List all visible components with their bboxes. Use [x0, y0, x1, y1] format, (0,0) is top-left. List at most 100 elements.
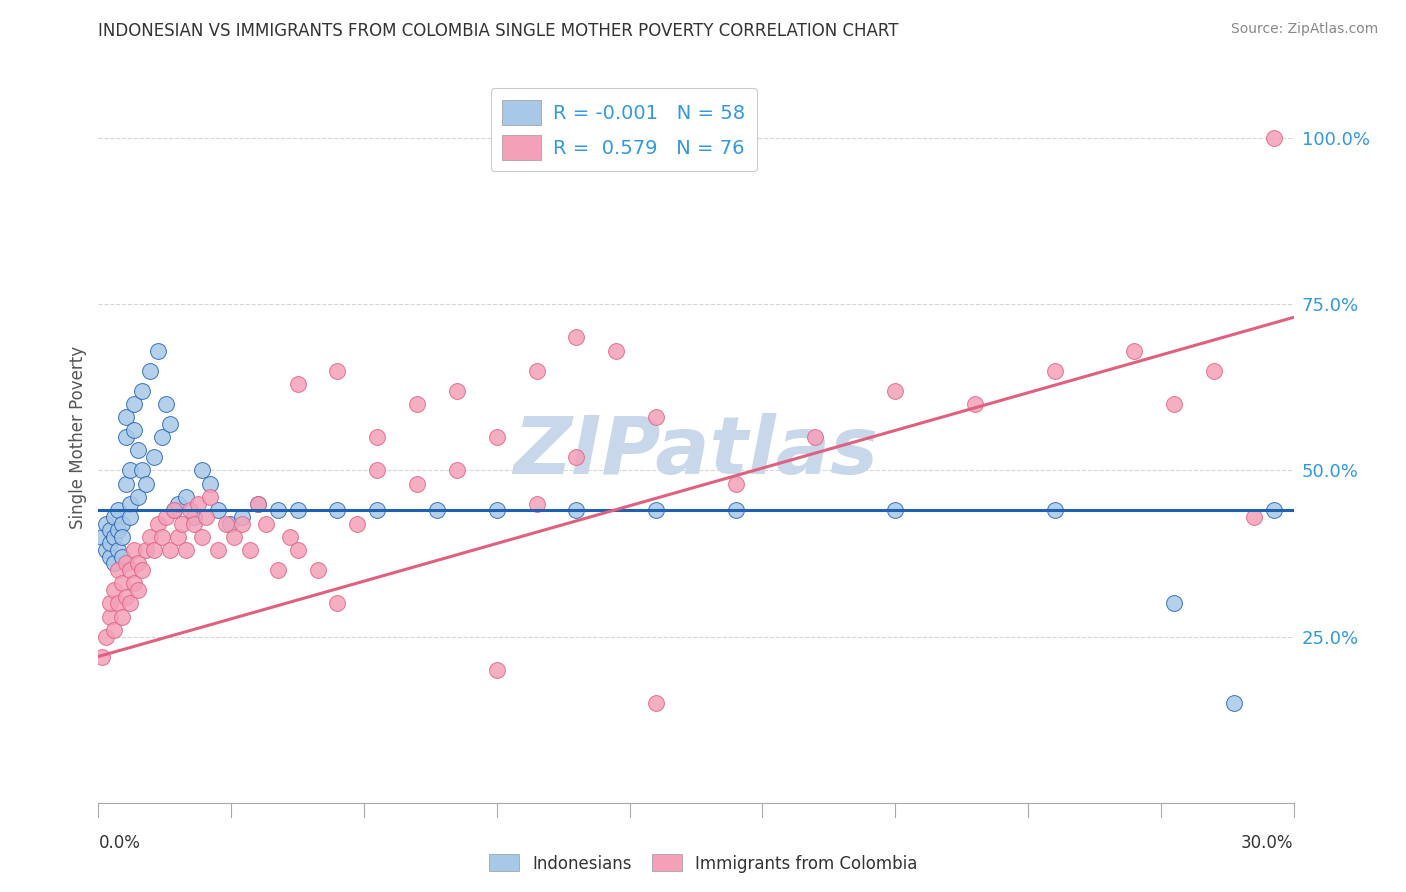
Point — [287, 543, 309, 558]
Point — [1163, 397, 1185, 411]
Point — [222, 530, 245, 544]
Point — [163, 503, 186, 517]
Point — [115, 410, 138, 425]
Point — [107, 523, 129, 537]
Point — [645, 503, 668, 517]
Point — [1163, 596, 1185, 610]
Point — [107, 596, 129, 610]
Point — [98, 549, 122, 564]
Point — [159, 543, 181, 558]
Point — [107, 563, 129, 577]
Point — [167, 530, 190, 544]
Point — [526, 363, 548, 377]
Point — [1202, 363, 1225, 377]
Point — [124, 576, 146, 591]
Point — [111, 549, 134, 564]
Point — [135, 543, 157, 558]
Point — [96, 630, 118, 644]
Point — [120, 596, 142, 610]
Point — [127, 557, 149, 571]
Point — [183, 509, 205, 524]
Point — [446, 463, 468, 477]
Point — [183, 516, 205, 531]
Point — [645, 696, 668, 710]
Point — [645, 410, 668, 425]
Point — [124, 397, 146, 411]
Point — [172, 516, 194, 531]
Point — [139, 363, 162, 377]
Point — [565, 450, 588, 464]
Point — [96, 543, 118, 558]
Point — [215, 516, 238, 531]
Point — [287, 503, 309, 517]
Point — [963, 397, 986, 411]
Point — [115, 430, 138, 444]
Point — [219, 516, 242, 531]
Point — [191, 463, 214, 477]
Point — [139, 530, 162, 544]
Point — [194, 509, 218, 524]
Point — [198, 490, 221, 504]
Point — [307, 563, 329, 577]
Point — [366, 503, 388, 517]
Point — [179, 503, 201, 517]
Point — [1243, 509, 1265, 524]
Point — [526, 497, 548, 511]
Point — [124, 543, 146, 558]
Point — [111, 516, 134, 531]
Point — [120, 509, 142, 524]
Point — [174, 543, 197, 558]
Point — [565, 503, 588, 517]
Point — [115, 557, 138, 571]
Point — [115, 590, 138, 604]
Point — [91, 649, 114, 664]
Point — [127, 582, 149, 597]
Legend: Indonesians, Immigrants from Colombia: Indonesians, Immigrants from Colombia — [482, 847, 924, 880]
Point — [565, 330, 588, 344]
Point — [1222, 696, 1246, 710]
Point — [159, 417, 181, 431]
Point — [143, 543, 166, 558]
Point — [605, 343, 627, 358]
Point — [155, 509, 177, 524]
Point — [278, 530, 301, 544]
Point — [174, 490, 197, 504]
Point — [150, 530, 173, 544]
Point — [326, 503, 349, 517]
Point — [1123, 343, 1146, 358]
Point — [111, 530, 134, 544]
Point — [98, 536, 122, 550]
Point — [446, 384, 468, 398]
Legend: R = -0.001   N = 58, R =  0.579   N = 76: R = -0.001 N = 58, R = 0.579 N = 76 — [491, 88, 756, 171]
Point — [111, 609, 134, 624]
Point — [804, 430, 827, 444]
Point — [135, 476, 157, 491]
Point — [246, 497, 269, 511]
Point — [267, 503, 290, 517]
Point — [884, 384, 907, 398]
Text: ZIPatlas: ZIPatlas — [513, 413, 879, 491]
Point — [246, 497, 269, 511]
Point — [207, 503, 229, 517]
Point — [131, 463, 153, 477]
Point — [150, 430, 173, 444]
Point — [163, 503, 186, 517]
Point — [143, 450, 166, 464]
Point — [884, 503, 907, 517]
Point — [103, 509, 125, 524]
Point — [115, 476, 138, 491]
Point — [124, 424, 146, 438]
Point — [1263, 503, 1285, 517]
Point — [107, 543, 129, 558]
Point — [231, 509, 253, 524]
Point — [346, 516, 368, 531]
Point — [231, 516, 253, 531]
Point — [191, 530, 214, 544]
Point — [103, 582, 125, 597]
Point — [326, 363, 349, 377]
Point — [1263, 131, 1285, 145]
Point — [187, 497, 209, 511]
Text: 0.0%: 0.0% — [98, 834, 141, 852]
Point — [406, 397, 429, 411]
Point — [254, 516, 277, 531]
